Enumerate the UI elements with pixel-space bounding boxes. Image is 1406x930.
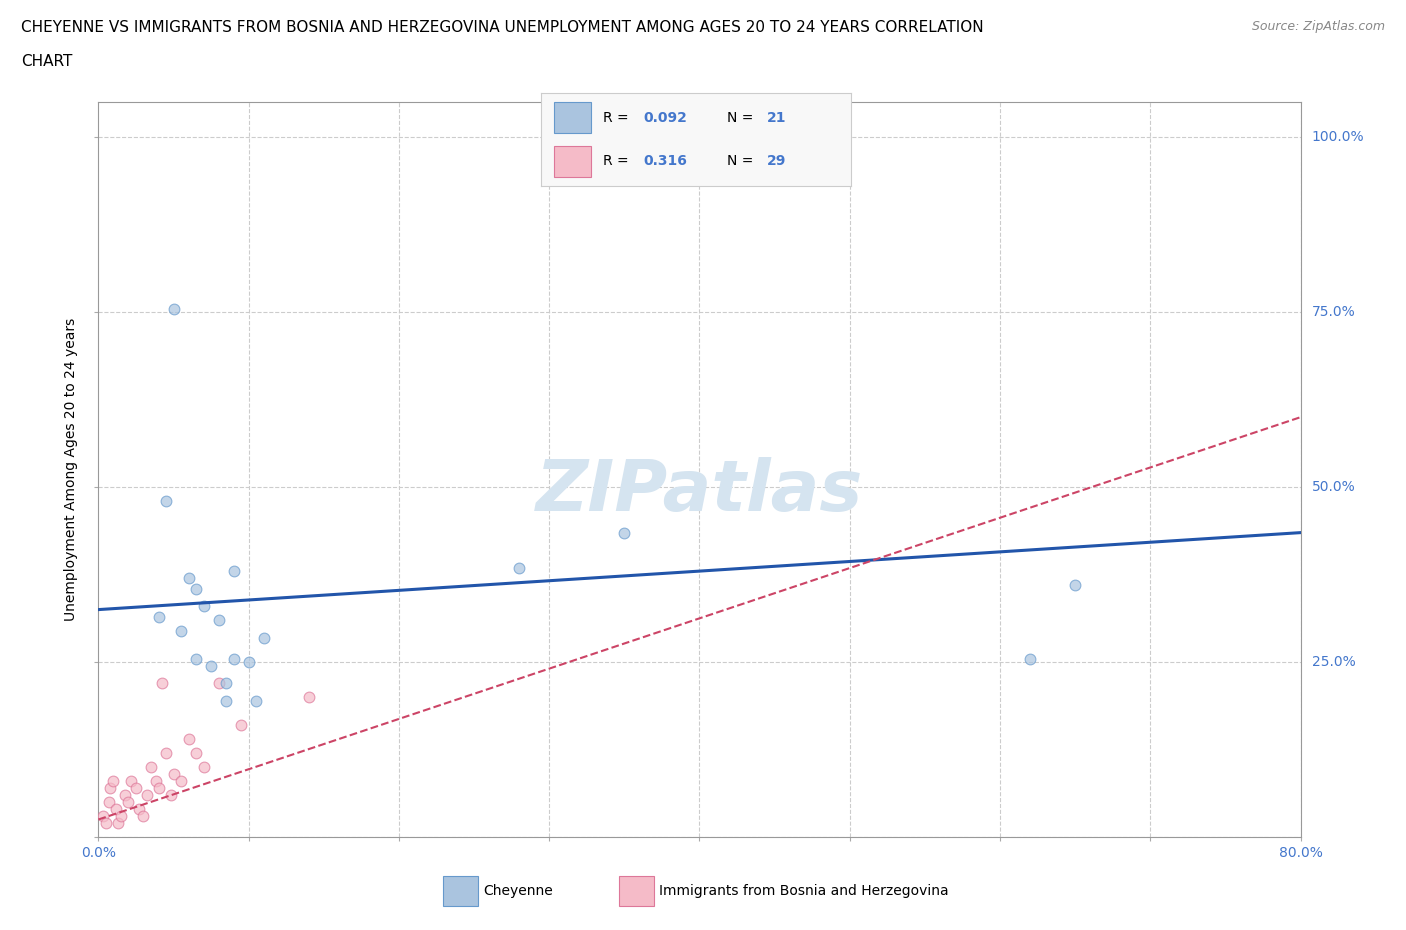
- Point: [208, 675, 231, 690]
- Point: [125, 780, 148, 795]
- Point: [215, 675, 238, 690]
- Point: [298, 690, 321, 705]
- Point: [170, 774, 193, 789]
- Point: [145, 774, 167, 789]
- Point: [100, 780, 122, 795]
- Point: [107, 816, 129, 830]
- Point: [222, 651, 245, 666]
- Point: [117, 794, 139, 809]
- Point: [177, 732, 200, 747]
- Text: 0.092: 0.092: [644, 111, 688, 125]
- Text: 100.0%: 100.0%: [1312, 130, 1364, 144]
- Point: [121, 774, 143, 789]
- Point: [135, 788, 157, 803]
- Point: [91, 808, 114, 823]
- Point: [508, 560, 530, 575]
- Point: [155, 746, 177, 761]
- Point: [150, 675, 173, 690]
- Point: [97, 794, 120, 809]
- Point: [114, 788, 136, 803]
- Point: [208, 613, 231, 628]
- Point: [162, 766, 184, 781]
- Text: R =: R =: [603, 154, 633, 168]
- Point: [103, 774, 125, 789]
- Text: 29: 29: [768, 154, 786, 168]
- Point: [159, 788, 181, 803]
- Text: Cheyenne: Cheyenne: [484, 884, 554, 898]
- Point: [184, 746, 207, 761]
- Text: 75.0%: 75.0%: [1312, 305, 1355, 319]
- Point: [139, 760, 162, 775]
- Text: ZIPatlas: ZIPatlas: [536, 458, 863, 526]
- Text: N =: N =: [727, 154, 758, 168]
- Point: [184, 651, 207, 666]
- Text: CHART: CHART: [21, 54, 73, 69]
- Point: [200, 658, 222, 673]
- Point: [1019, 651, 1042, 666]
- Point: [245, 693, 267, 708]
- Point: [170, 623, 193, 638]
- Point: [148, 780, 170, 795]
- Point: [193, 599, 215, 614]
- Point: [238, 655, 260, 670]
- Bar: [554, 102, 591, 133]
- Text: Immigrants from Bosnia and Herzegovina: Immigrants from Bosnia and Herzegovina: [659, 884, 949, 898]
- Text: 50.0%: 50.0%: [1312, 480, 1355, 494]
- Text: 25.0%: 25.0%: [1312, 655, 1355, 669]
- Text: R =: R =: [603, 111, 633, 125]
- Point: [132, 808, 155, 823]
- Point: [215, 693, 238, 708]
- Point: [231, 718, 253, 733]
- Point: [148, 609, 170, 624]
- Point: [222, 564, 245, 578]
- Text: CHEYENNE VS IMMIGRANTS FROM BOSNIA AND HERZEGOVINA UNEMPLOYMENT AMONG AGES 20 TO: CHEYENNE VS IMMIGRANTS FROM BOSNIA AND H…: [21, 20, 984, 35]
- Point: [110, 808, 132, 823]
- Text: 0.316: 0.316: [644, 154, 688, 168]
- Text: 21: 21: [768, 111, 786, 125]
- Point: [105, 802, 128, 817]
- Text: N =: N =: [727, 111, 758, 125]
- Point: [193, 760, 215, 775]
- Point: [128, 802, 150, 817]
- Point: [162, 301, 184, 316]
- Point: [177, 571, 200, 586]
- Bar: [554, 146, 591, 177]
- Point: [253, 631, 276, 645]
- Text: Source: ZipAtlas.com: Source: ZipAtlas.com: [1251, 20, 1385, 33]
- Point: [613, 525, 636, 540]
- Y-axis label: Unemployment Among Ages 20 to 24 years: Unemployment Among Ages 20 to 24 years: [65, 318, 79, 621]
- Point: [184, 581, 207, 596]
- Point: [94, 816, 117, 830]
- Point: [155, 494, 177, 509]
- Point: [1064, 578, 1087, 592]
